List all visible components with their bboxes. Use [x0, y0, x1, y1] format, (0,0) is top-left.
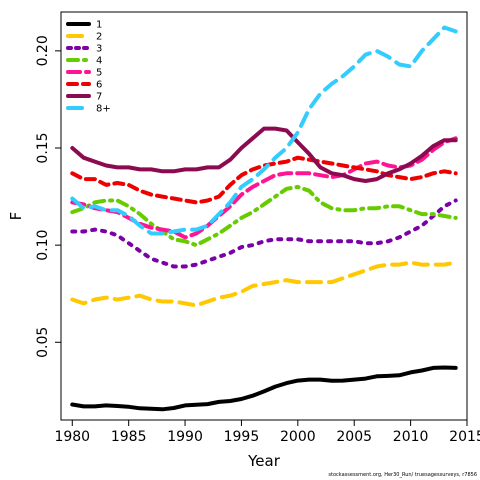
y-tick-label: 0.10: [35, 230, 51, 261]
y-tick-label: 0.20: [35, 35, 51, 66]
x-tick-label: 2010: [393, 429, 429, 445]
y-tick-label: 0.15: [35, 132, 51, 163]
series-line-5: [70, 136, 458, 240]
legend-label: 6: [96, 80, 102, 91]
series-line-3: [70, 198, 458, 269]
x-tick-label: 2015: [449, 429, 480, 445]
footnote: stockassessment.org, Her30_Run/ truesage…: [328, 472, 477, 478]
plot-frame: [60, 11, 468, 421]
series-line-2: [70, 260, 458, 308]
x-axis-label: Year: [247, 452, 281, 470]
x-tick-label: 2005: [336, 429, 372, 445]
x-tick-label: 1985: [111, 429, 147, 445]
legend-label: 2: [96, 32, 102, 43]
series-line-1: [70, 365, 458, 412]
x-tick-label: 1980: [54, 429, 90, 445]
x-tick-label: 1995: [224, 429, 260, 445]
legend-label: 1: [96, 20, 102, 31]
legend-label: 4: [96, 56, 102, 67]
y-axis: 0.05 0.10 0.15 0.20: [35, 35, 61, 358]
legend-label: 8+: [96, 104, 111, 115]
legend-label: 5: [96, 68, 102, 79]
y-axis-label: F: [7, 212, 25, 221]
x-tick-label: 2000: [280, 429, 316, 445]
series-line-6: [70, 155, 458, 205]
series-line-8plus: [70, 25, 458, 236]
legend-label: 7: [96, 92, 102, 103]
y-tick-label: 0.05: [35, 327, 51, 358]
series-line-4: [70, 184, 458, 248]
legend-label: 3: [96, 44, 102, 55]
series-lines: [70, 25, 458, 412]
series-line-7: [70, 126, 458, 183]
x-axis: 1980 1985 1990 1995 2000 2005 2010 2015: [54, 420, 480, 445]
x-tick-label: 1990: [167, 429, 203, 445]
